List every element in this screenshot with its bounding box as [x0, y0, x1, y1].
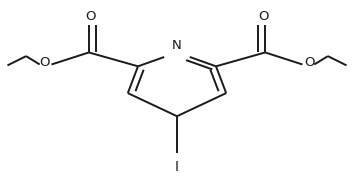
Text: O: O — [85, 10, 96, 23]
Text: I: I — [175, 160, 179, 174]
Text: N: N — [172, 38, 182, 51]
Text: O: O — [39, 56, 49, 69]
Text: O: O — [305, 56, 315, 69]
Text: O: O — [258, 10, 269, 23]
